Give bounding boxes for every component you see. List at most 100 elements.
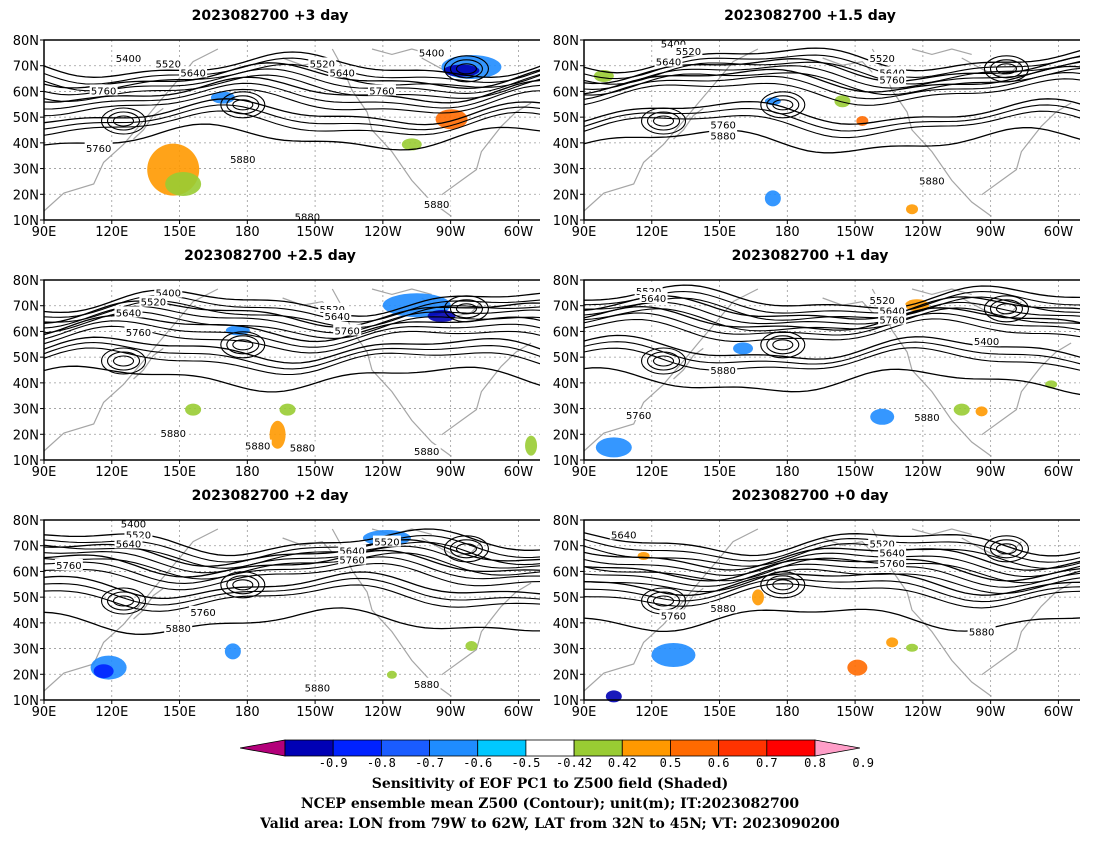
contour-label-bg bbox=[878, 73, 907, 85]
lon-tick-label: 150W bbox=[296, 705, 334, 720]
map-frame bbox=[583, 519, 1080, 701]
lon-tick-label: 180 bbox=[775, 465, 800, 480]
z500-contour bbox=[583, 547, 1080, 571]
contour-label-bg bbox=[624, 409, 653, 420]
z500-closed-contour bbox=[455, 63, 478, 75]
z500-contour bbox=[43, 320, 540, 348]
lat-tick-label: 40N bbox=[553, 137, 579, 152]
coastline bbox=[981, 342, 1072, 436]
contour-label: 5760 bbox=[879, 76, 904, 87]
contour-label-bg bbox=[654, 55, 683, 67]
z500-closed-contour bbox=[449, 59, 484, 79]
lon-tick-label: 150W bbox=[836, 465, 874, 480]
contour-label: 5880 bbox=[245, 442, 270, 453]
colorbar-tick-label: -0.9 bbox=[318, 756, 348, 770]
lon-tick-label: 60W bbox=[1044, 465, 1074, 480]
z500-closed-contour bbox=[449, 299, 484, 319]
lon-tick-label: 150E bbox=[163, 465, 196, 480]
lat-tick-label: 40N bbox=[13, 137, 39, 152]
contour-label-bg bbox=[709, 129, 738, 141]
lon-tick-label: 150E bbox=[703, 465, 736, 480]
lat-tick-label: 20N bbox=[13, 668, 39, 683]
z500-closed-contour bbox=[226, 575, 260, 595]
contour-label-bg bbox=[288, 441, 317, 453]
z500-closed-contour bbox=[652, 595, 675, 607]
contour-label: 5640 bbox=[180, 68, 205, 79]
lon-tick-label: 150E bbox=[163, 225, 196, 240]
map-frame bbox=[583, 279, 1080, 461]
z500-closed-contour bbox=[112, 355, 135, 367]
lon-tick-label: 120E bbox=[635, 225, 668, 240]
z500-contour bbox=[43, 82, 540, 110]
contour-label-bg bbox=[323, 310, 352, 321]
contour-label: 5760 bbox=[879, 316, 904, 327]
coastline bbox=[911, 528, 972, 536]
lat-tick-label: 50N bbox=[13, 591, 39, 606]
colorbar-tick-label: -0.6 bbox=[463, 756, 493, 770]
z500-closed-contour bbox=[772, 99, 794, 111]
contour-label: 5760 bbox=[86, 144, 111, 155]
colorbar-swatch bbox=[429, 739, 479, 757]
map-frame bbox=[43, 519, 540, 701]
z500-closed-contour bbox=[652, 355, 675, 367]
map-panel: 2023082700 +1.5 day540055205640552056405… bbox=[540, 8, 1080, 240]
z500-contour bbox=[583, 532, 1080, 557]
z500-contour bbox=[43, 98, 540, 126]
z500-contour bbox=[583, 608, 1080, 633]
lon-tick-label: 90E bbox=[572, 465, 597, 480]
lat-tick-label: 70N bbox=[13, 60, 39, 75]
lon-tick-label: 90E bbox=[32, 705, 57, 720]
caption-line-2: NCEP ensemble mean Z500 (Contour); unit(… bbox=[300, 796, 800, 812]
z500-contour bbox=[43, 552, 540, 580]
lat-tick-label: 70N bbox=[13, 300, 39, 315]
map-frame bbox=[43, 279, 540, 461]
contour-label: 5400 bbox=[419, 49, 444, 60]
map-plot: 55205640552056405760540058805760588080N7… bbox=[553, 274, 1080, 480]
lon-tick-label: 150E bbox=[163, 705, 196, 720]
contour-label: 5880 bbox=[710, 366, 735, 377]
lon-tick-label: 150E bbox=[703, 225, 736, 240]
coastline bbox=[371, 288, 432, 296]
sensitivity-shading bbox=[93, 664, 114, 679]
lon-tick-label: 60W bbox=[1044, 225, 1074, 240]
contour-label-bg bbox=[639, 292, 668, 303]
lat-tick-label: 30N bbox=[553, 403, 579, 418]
colorbar-swatch bbox=[621, 739, 671, 757]
contour-label-bg bbox=[412, 677, 441, 689]
contour-label-bg bbox=[124, 326, 153, 338]
z500-closed-contour bbox=[760, 91, 806, 119]
sensitivity-shading bbox=[953, 403, 970, 416]
contour-label: 5760 bbox=[369, 86, 394, 97]
caption-line-1: Sensitivity of EOF PC1 to Z500 field (Sh… bbox=[371, 776, 729, 792]
map-frame bbox=[43, 39, 540, 221]
contour-label-bg bbox=[609, 528, 638, 540]
z500-closed-contour bbox=[220, 91, 266, 119]
z500-closed-contour bbox=[226, 335, 260, 355]
contour-label: 5640 bbox=[879, 307, 904, 318]
z500-closed-contour bbox=[226, 95, 260, 115]
lon-tick-label: 60W bbox=[504, 465, 534, 480]
z500-contour bbox=[583, 334, 1080, 360]
contour-label-bg bbox=[338, 544, 367, 556]
sensitivity-shading bbox=[165, 172, 202, 196]
colorbar-swatch bbox=[332, 739, 382, 757]
z500-closed-contour bbox=[232, 339, 254, 351]
z500-closed-contour bbox=[652, 115, 675, 127]
sensitivity-shading bbox=[975, 406, 988, 417]
lat-tick-label: 20N bbox=[13, 188, 39, 203]
panel-title: 2023082700 +0 day bbox=[731, 488, 889, 504]
z500-closed-contour bbox=[995, 63, 1018, 75]
sensitivity-shading bbox=[525, 435, 538, 456]
colorbar-bar bbox=[239, 739, 861, 757]
lat-tick-label: 60N bbox=[13, 325, 39, 340]
panel-title: 2023082700 +2 day bbox=[191, 488, 349, 504]
z500-closed-contour bbox=[443, 55, 490, 83]
contour-label-bg bbox=[308, 57, 337, 69]
contour-label: 5400 bbox=[116, 54, 141, 65]
z500-contour bbox=[43, 110, 540, 136]
lat-tick-label: 60N bbox=[13, 565, 39, 580]
sensitivity-shading bbox=[185, 403, 202, 416]
z500-closed-contour bbox=[760, 331, 806, 359]
z500-closed-contour bbox=[989, 539, 1024, 559]
contour-label-bg bbox=[54, 559, 83, 570]
